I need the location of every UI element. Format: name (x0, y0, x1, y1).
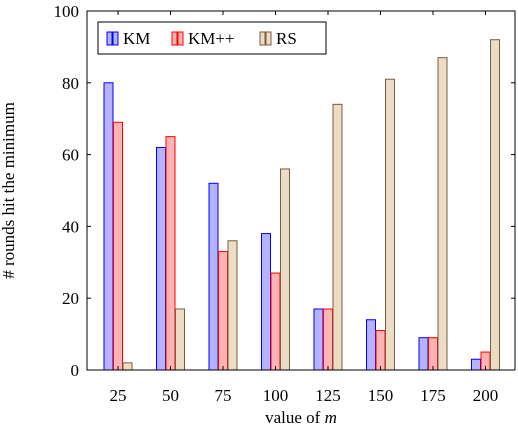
bar-rs-75 (227, 240, 238, 371)
bar-rs-200 (490, 39, 500, 371)
legend-swatch (106, 31, 113, 46)
bar-km-100 (261, 233, 271, 371)
x-tick-label: 75 (215, 386, 232, 405)
x-axis: 25 50 75 100 125 150 175 200 (110, 11, 499, 405)
y-tick-label: 40 (62, 217, 79, 236)
x-axis-label-prefix: value of (265, 408, 324, 427)
bar-km-200 (471, 358, 481, 371)
bars-group (103, 39, 500, 371)
x-axis-label: value of m (265, 408, 337, 427)
bar-rs-100 (280, 168, 290, 371)
bar-km-150 (366, 319, 376, 371)
x-tick-label: 100 (263, 386, 289, 405)
y-axis: 0 20 40 60 80 100 (54, 2, 515, 380)
bar-km-25 (103, 82, 114, 371)
legend-swatch (112, 31, 119, 46)
bar-kmplusplus-150 (375, 330, 386, 371)
bar-kmplusplus-75 (218, 251, 228, 371)
x-tick-label: 25 (110, 386, 127, 405)
x-tick-label: 200 (473, 386, 499, 405)
y-axis-label: # rounds hit the minimum (0, 102, 18, 279)
bar-kmplusplus-175 (428, 337, 438, 371)
bar-km-50 (156, 146, 166, 371)
y-tick-label: 80 (62, 74, 79, 93)
bar-km-125 (313, 308, 324, 371)
bar-rs-175 (437, 57, 448, 371)
bar-kmplusplus-25 (113, 121, 123, 371)
bar-rs-150 (385, 78, 395, 371)
legend-swatch (265, 31, 272, 46)
legend-label: KM++ (188, 29, 235, 48)
bar-kmplusplus-125 (323, 308, 333, 371)
x-tick-label: 50 (162, 386, 179, 405)
legend-box (97, 21, 327, 55)
bar-kmplusplus-50 (165, 136, 176, 371)
bar-km-75 (208, 182, 219, 371)
plot-frame (86, 10, 516, 371)
legend-swatch (177, 31, 184, 46)
legend-label: KM (123, 29, 150, 48)
legend-swatch (171, 31, 178, 46)
x-tick-label: 150 (368, 386, 394, 405)
legend-label: RS (276, 29, 297, 48)
bar-kmplusplus-100 (270, 272, 281, 371)
x-tick-label: 125 (315, 386, 341, 405)
y-tick-label: 20 (62, 289, 79, 308)
y-tick-label: 60 (62, 146, 79, 165)
y-tick-label: 100 (54, 2, 80, 21)
y-tick-label: 0 (71, 361, 80, 380)
bar-rs-125 (332, 103, 343, 371)
legend-swatch (259, 31, 266, 46)
bar-km-175 (418, 337, 429, 371)
bar-rs-25 (122, 362, 133, 371)
bar-rs-50 (175, 308, 185, 371)
legend: KM KM++ RS (97, 21, 327, 55)
x-tick-label: 175 (420, 386, 446, 405)
x-axis-label-variable: m (325, 408, 337, 427)
